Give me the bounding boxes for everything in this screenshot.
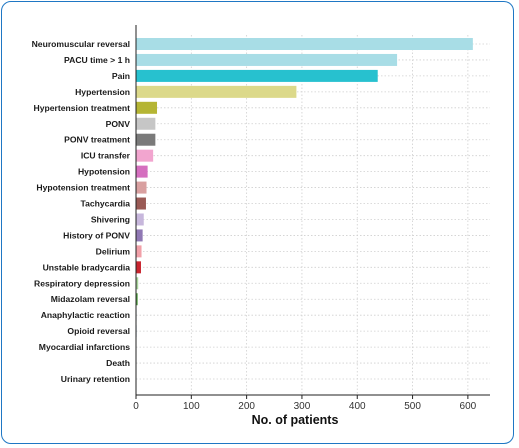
category-label-hypotension: Hypotension [78,167,130,177]
bar-midazolam-reversal [136,293,138,306]
bar-neuromuscular-reversal [136,38,473,50]
category-label-ponv: PONV [106,119,131,129]
category-label-hypotension-treatment: Hypotension treatment [36,183,130,193]
category-label-ponv-treatment: PONV treatment [64,135,130,145]
bar-hypotension-treatment [136,181,147,194]
bar-respiratory-depression [136,277,139,290]
category-label-neuromuscular-reversal: Neuromuscular reversal [32,39,130,49]
category-label-history-of-ponv: History of PONV [63,230,130,240]
bar-ponv-treatment [136,133,156,146]
bar-icu-transfer [136,149,154,162]
category-label-midazolam-reversal: Midazolam reversal [51,294,130,304]
x-tick-label: 200 [238,401,255,412]
x-axis-ticks: 0 100 200 300 400 500 600 [133,395,477,412]
category-label-delirium: Delirium [96,246,131,256]
category-label-unstable-bradycardia: Unstable bradycardia [43,262,131,272]
x-tick-label: 500 [404,401,421,412]
bar-pain [136,69,378,82]
bar-ponv [136,117,156,130]
bar-hypertension-treatment [136,101,158,114]
category-label-death: Death [106,358,130,368]
category-labels: Neuromuscular reversal PACU time > 1 h Pai… [32,39,131,384]
bar-tachycardia [136,197,146,210]
category-label-anaphylactic-reaction: Anaphylactic reaction [41,310,130,320]
bar-hypotension [136,165,148,178]
bar-hypertension [136,85,297,98]
bar-history-of-ponv [136,229,143,242]
bars [136,38,473,338]
x-axis-title: No. of patients [252,413,339,427]
category-label-opioid-reversal: Opioid reversal [67,326,130,336]
bar-delirium [136,245,142,258]
category-label-pacu-time-1-h: PACU time > 1 h [64,55,130,65]
bar-unstable-bradycardia [136,261,141,274]
category-label-hypertension: Hypertension [75,87,130,97]
x-tick-label: 400 [349,401,366,412]
x-tick-label: 300 [294,401,311,412]
category-label-urinary-retention: Urinary retention [61,374,130,384]
category-label-shivering: Shivering [91,214,130,224]
x-tick-label: 600 [460,401,477,412]
bar-shivering [136,213,144,226]
category-label-hypertension-treatment: Hypertension treatment [34,103,131,113]
category-label-tachycardia: Tachycardia [80,199,130,209]
bar-pacu-time-1-h [136,53,398,66]
category-label-pain: Pain [112,71,130,81]
category-label-respiratory-depression: Respiratory depression [34,278,130,288]
category-label-icu-transfer: ICU transfer [81,151,131,161]
category-label-myocardial-infarctions: Myocardial infarctions [39,342,130,352]
x-tick-label: 100 [183,401,200,412]
x-tick-label: 0 [133,401,139,412]
